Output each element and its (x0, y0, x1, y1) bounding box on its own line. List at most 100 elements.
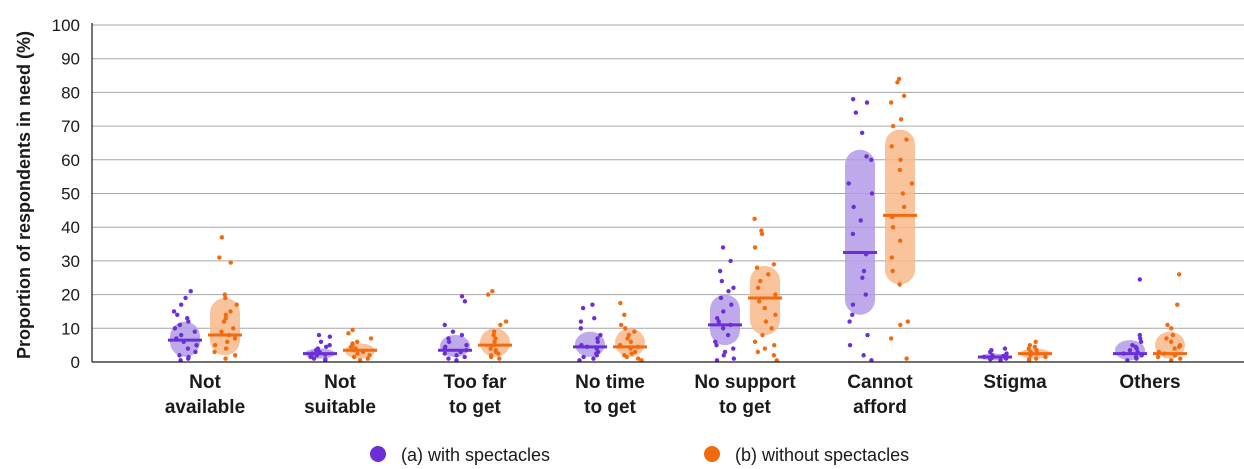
data-point (752, 245, 758, 250)
data-point (888, 336, 894, 341)
data-point (890, 225, 896, 230)
category-label: suitable (304, 397, 376, 418)
data-point (864, 100, 870, 105)
data-point (178, 302, 184, 307)
category-label: Not (324, 372, 356, 393)
data-point (1137, 332, 1142, 338)
data-point (351, 354, 357, 360)
data-point (450, 329, 456, 334)
iqr-band (710, 294, 740, 346)
data-point (1138, 336, 1143, 341)
data-point (194, 342, 199, 348)
data-point (1170, 332, 1176, 338)
data-point (443, 344, 448, 350)
category-label: Stigma (983, 372, 1047, 393)
category-label: afford (853, 397, 907, 418)
data-point (496, 351, 501, 356)
y-tick-label: 40 (61, 218, 80, 237)
data-point (904, 137, 909, 142)
data-point (178, 332, 184, 338)
data-point (888, 100, 894, 105)
data-point (859, 130, 865, 136)
data-point (755, 285, 761, 291)
data-point (1165, 322, 1170, 328)
data-point (365, 356, 370, 361)
data-point (442, 322, 447, 328)
y-tick-label: 30 (61, 252, 80, 271)
data-point (1026, 346, 1031, 351)
data-point (355, 351, 360, 356)
data-point (185, 356, 191, 361)
data-point (490, 289, 495, 294)
data-point (446, 356, 451, 361)
data-point (192, 329, 197, 334)
legend: (a) with spectacles (b) without spectacle… (370, 445, 909, 465)
category-labels: Not available Not suitable Too far to get No t… (165, 372, 1181, 418)
data-point (773, 312, 778, 318)
data-point (346, 331, 351, 336)
data-point (760, 332, 765, 338)
data-point (311, 356, 317, 361)
data-point (491, 329, 497, 334)
data-point (718, 295, 724, 301)
data-point (185, 346, 191, 351)
data-point (368, 336, 374, 341)
y-tick-label: 70 (61, 117, 80, 136)
data-point (622, 312, 627, 318)
y-tick-label: 100 (52, 16, 80, 35)
data-point (594, 353, 600, 358)
data-point (497, 356, 502, 361)
data-point (847, 319, 852, 324)
data-point (442, 351, 447, 356)
data-point (459, 332, 465, 338)
data-point (578, 326, 584, 331)
data-point (1134, 356, 1139, 361)
data-point (446, 339, 452, 344)
data-point (228, 309, 233, 314)
data-point (890, 268, 895, 274)
data-point (618, 300, 623, 306)
data-point (493, 336, 498, 341)
data-point (222, 292, 227, 297)
data-point (223, 312, 229, 318)
data-point (1155, 354, 1161, 360)
data-point (897, 167, 903, 173)
data-point (492, 339, 497, 344)
iqr-band (1155, 331, 1185, 359)
data-point (987, 349, 993, 355)
category-label: Others (1119, 372, 1180, 393)
data-point (897, 238, 903, 243)
data-point (1034, 348, 1039, 353)
data-point (625, 336, 630, 341)
data-point (232, 353, 238, 358)
data-point (757, 299, 762, 304)
data-point (895, 80, 900, 85)
category-label: to get (719, 397, 771, 418)
y-tick-label: 20 (61, 286, 80, 305)
data-point (323, 344, 329, 350)
data-point (232, 336, 238, 341)
category-label: available (165, 397, 245, 418)
data-point (897, 282, 902, 287)
data-point (890, 123, 896, 129)
data-point (217, 255, 222, 260)
data-point (228, 260, 233, 265)
legend-label: (a) with spectacles (401, 445, 550, 465)
data-point (713, 339, 718, 344)
data-point (752, 216, 757, 221)
data-point (193, 349, 198, 355)
data-point (219, 235, 225, 240)
data-point (629, 351, 634, 356)
data-point (221, 319, 227, 324)
data-point (628, 339, 634, 344)
legend-marker (704, 446, 720, 462)
category-label: No time (575, 372, 645, 393)
data-point (901, 93, 907, 98)
data-point (1169, 326, 1174, 331)
data-point (726, 289, 731, 294)
data-point (177, 322, 183, 328)
data-point (1138, 339, 1144, 344)
data-point (592, 315, 597, 321)
data-point (580, 305, 586, 311)
y-tick-labels: 0 10 20 30 40 50 60 70 80 90 100 (52, 16, 80, 372)
